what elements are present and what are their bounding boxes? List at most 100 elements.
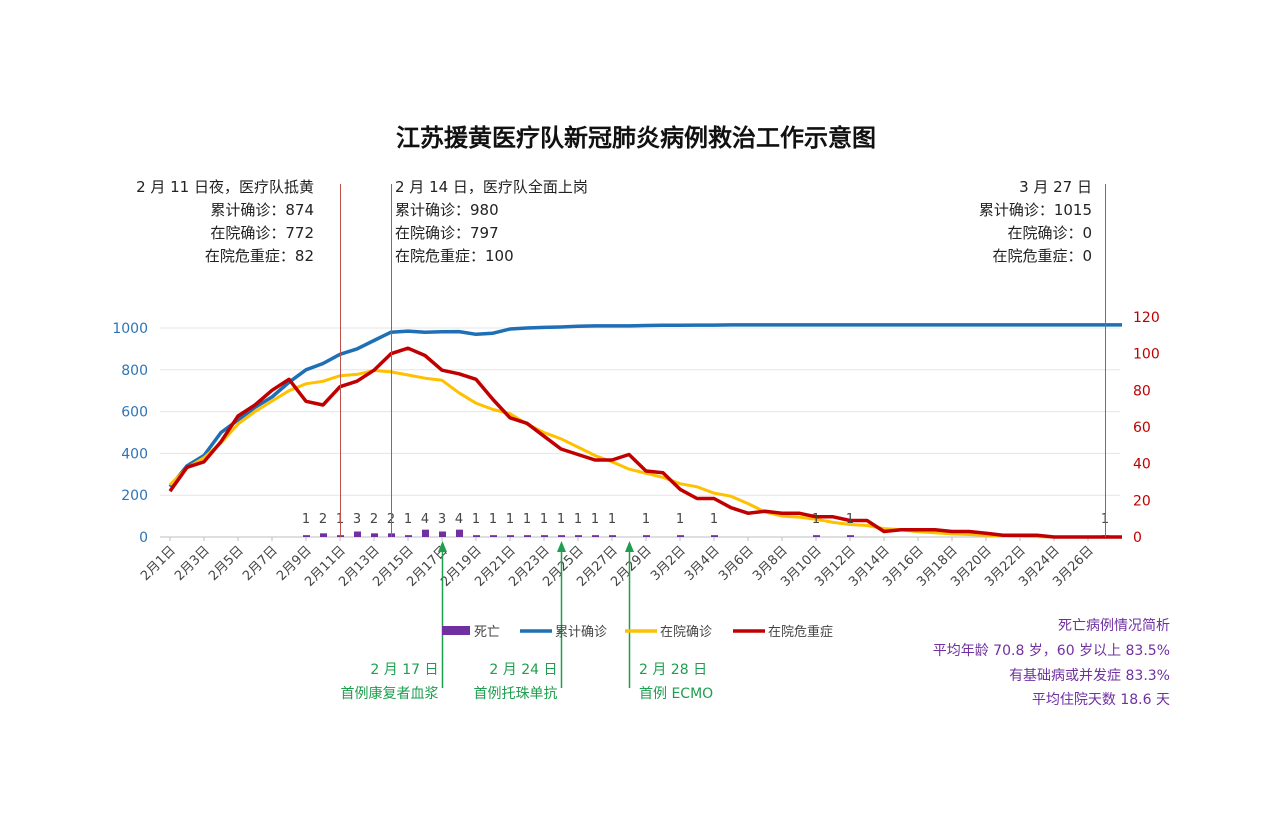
data-label: 1	[506, 512, 514, 527]
milestone-arrow-head	[438, 541, 447, 552]
death-bar	[541, 535, 548, 537]
data-label: 1	[489, 512, 497, 527]
data-label: 1	[676, 512, 684, 527]
y-left-tick-label: 400	[121, 446, 148, 462]
death-bar	[507, 535, 514, 537]
annotation-text: 2 月 11 日夜，医疗队抵黄	[136, 178, 314, 196]
y-left-tick-label: 800	[121, 363, 148, 379]
annotation-text: 3 月 27 日	[1019, 178, 1092, 196]
milestone-event: 首例康复者血浆	[341, 685, 439, 702]
death-bar	[405, 535, 412, 537]
death-bar	[609, 535, 616, 537]
data-label: 4	[421, 512, 429, 527]
death-bar	[473, 535, 480, 537]
data-label: 1	[557, 512, 565, 527]
death-bar	[558, 535, 565, 537]
annotation-text: 在院确诊：0	[1007, 224, 1092, 242]
legend: 死亡 累计确诊 在院确诊 在院危重症	[442, 624, 833, 640]
death-bar	[592, 535, 599, 537]
y-right-tick-label: 0	[1133, 530, 1142, 546]
death-bar	[371, 533, 378, 537]
data-label: 1	[540, 512, 548, 527]
axes: 0 200 400 600 800 1000 0 20 40 60 80 100 120 2月1日2月3日…	[112, 310, 1159, 590]
milestone-date: 2 月 24 日	[489, 662, 557, 678]
annotation-text: 在院确诊：772	[210, 224, 314, 242]
y-right-tick-label: 100	[1133, 347, 1160, 363]
milestone-event: 首例托珠单抗	[474, 686, 558, 702]
annotation-text: 累计确诊：980	[395, 201, 499, 219]
annotation-vlines	[340, 184, 1106, 537]
data-label: 2	[370, 512, 378, 527]
death-summary-line: 有基础病或并发症 83.3%	[1009, 667, 1170, 684]
death-bar	[354, 531, 361, 537]
legend-swatch	[442, 626, 470, 635]
death-bar	[439, 531, 446, 537]
death-bar	[813, 535, 820, 537]
x-tick-label: 2月3日	[172, 543, 213, 584]
death-bar	[456, 529, 463, 537]
milestone-arrow-head	[625, 541, 634, 552]
annotation-text: 累计确诊：1015	[979, 201, 1092, 219]
x-tick-label: 2月5日	[206, 543, 247, 584]
data-label: 3	[438, 512, 446, 527]
y-left-tick-label: 1000	[112, 321, 148, 337]
data-label: 4	[455, 512, 463, 527]
data-label: 1	[846, 512, 854, 527]
data-label: 1	[591, 512, 599, 527]
legend-label: 死亡	[474, 625, 500, 640]
y-right-tick-label: 120	[1133, 310, 1160, 326]
series-line-3	[168, 346, 1122, 539]
death-summary: 死亡病例情况简析 平均年龄 70.8 岁，60 岁以上 83.5% 有基础病或并…	[933, 617, 1170, 708]
data-label: 1	[574, 512, 582, 527]
legend-label: 累计确诊	[555, 625, 607, 640]
milestone-arrow-head	[557, 541, 566, 552]
death-summary-title: 死亡病例情况简析	[1058, 617, 1170, 634]
y-left-tick-label: 0	[139, 530, 148, 546]
milestone-event: 首例 ECMO	[639, 686, 713, 702]
death-summary-line: 平均住院天数 18.6 天	[1032, 692, 1170, 708]
data-labels: 1213221434111111111111111	[302, 512, 1109, 527]
y-right-tick-label: 80	[1133, 383, 1151, 399]
annotation-text: 在院危重症：100	[395, 247, 514, 265]
data-label: 3	[353, 512, 361, 527]
data-label: 1	[608, 512, 616, 527]
x-tick-label: 2月1日	[138, 543, 179, 584]
milestone-date: 2 月 28 日	[639, 662, 707, 678]
data-label: 1	[812, 512, 820, 527]
death-bar	[643, 535, 650, 537]
y-right-tick-label: 40	[1133, 457, 1151, 473]
chart-title: 江苏援黄医疗队新冠肺炎病例救治工作示意图	[396, 124, 876, 152]
milestone-date: 2 月 17 日	[370, 662, 438, 678]
data-label: 1	[523, 512, 531, 527]
annotation-text: 在院危重症：82	[205, 247, 314, 265]
death-bar	[320, 533, 327, 537]
data-label: 1	[642, 512, 650, 527]
y-right-tick-label: 60	[1133, 420, 1151, 436]
data-label: 1	[472, 512, 480, 527]
death-bar	[575, 535, 582, 537]
death-bar	[303, 535, 310, 537]
annotation-text: 累计确诊：874	[210, 201, 314, 219]
x-tick-label: 3月2日	[648, 543, 689, 584]
annotation-text: 2 月 14 日，医疗队全面上岗	[395, 178, 588, 196]
series-line-1	[168, 323, 1122, 488]
death-bar	[524, 535, 531, 537]
series-line-2	[168, 368, 1122, 539]
death-bar	[677, 535, 684, 537]
death-bar	[490, 535, 497, 537]
data-label: 2	[319, 512, 327, 527]
data-label: 1	[710, 512, 718, 527]
y-left-tick-label: 200	[121, 488, 148, 504]
legend-label: 在院确诊	[660, 625, 712, 640]
death-bar	[847, 535, 854, 537]
data-label: 1	[302, 512, 310, 527]
y-right-tick-label: 20	[1133, 493, 1151, 509]
data-label: 1	[404, 512, 412, 527]
death-summary-line: 平均年龄 70.8 岁，60 岁以上 83.5%	[933, 643, 1170, 659]
death-bar	[711, 535, 718, 537]
y-left-tick-label: 600	[121, 405, 148, 421]
death-bar	[422, 529, 429, 537]
annotation-text: 在院确诊：797	[395, 224, 499, 242]
